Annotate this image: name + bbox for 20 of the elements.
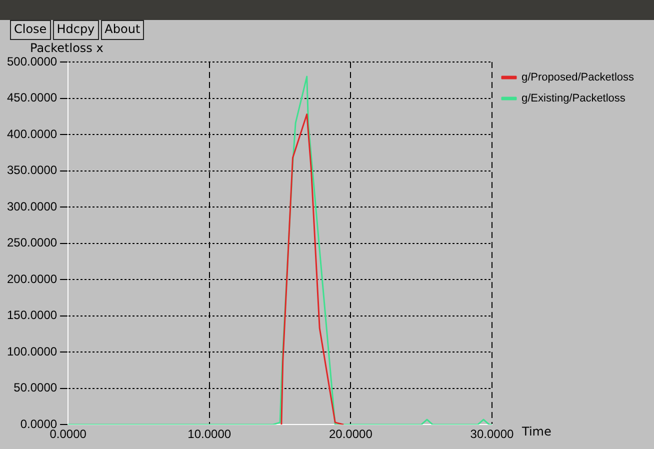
y-tick-label: 350.0000 <box>6 163 58 178</box>
x-tick-label: 20.0000 <box>328 427 373 442</box>
y-tick-label: 500.0000 <box>6 54 58 68</box>
text: About <box>100 20 144 40</box>
y-tick-label: 450.0000 <box>6 90 58 105</box>
x-tick-label: 30.0000 <box>470 427 514 442</box>
y-axis-title: Packetloss x <box>30 41 104 55</box>
text: Hdcpy <box>52 20 99 40</box>
y-tick-label: 150.0000 <box>6 308 58 322</box>
legend-label: g/Proposed/Packetloss <box>521 72 634 84</box>
y-tick-label: 50.0000 <box>14 380 58 395</box>
y-tick-label: 300.0000 <box>6 199 58 214</box>
y-tick-label: 250.0000 <box>6 236 58 250</box>
x-axis-title: Time <box>520 424 552 439</box>
text: Close <box>10 20 51 40</box>
legend-label: g/Existing/Packetloss <box>521 92 626 105</box>
y-tick-label: 100.0000 <box>6 344 58 358</box>
y-tick-label: 200.0000 <box>6 272 58 286</box>
x-tick-label: 10.0000 <box>188 427 232 442</box>
y-tick-label: 400.0000 <box>6 126 58 141</box>
